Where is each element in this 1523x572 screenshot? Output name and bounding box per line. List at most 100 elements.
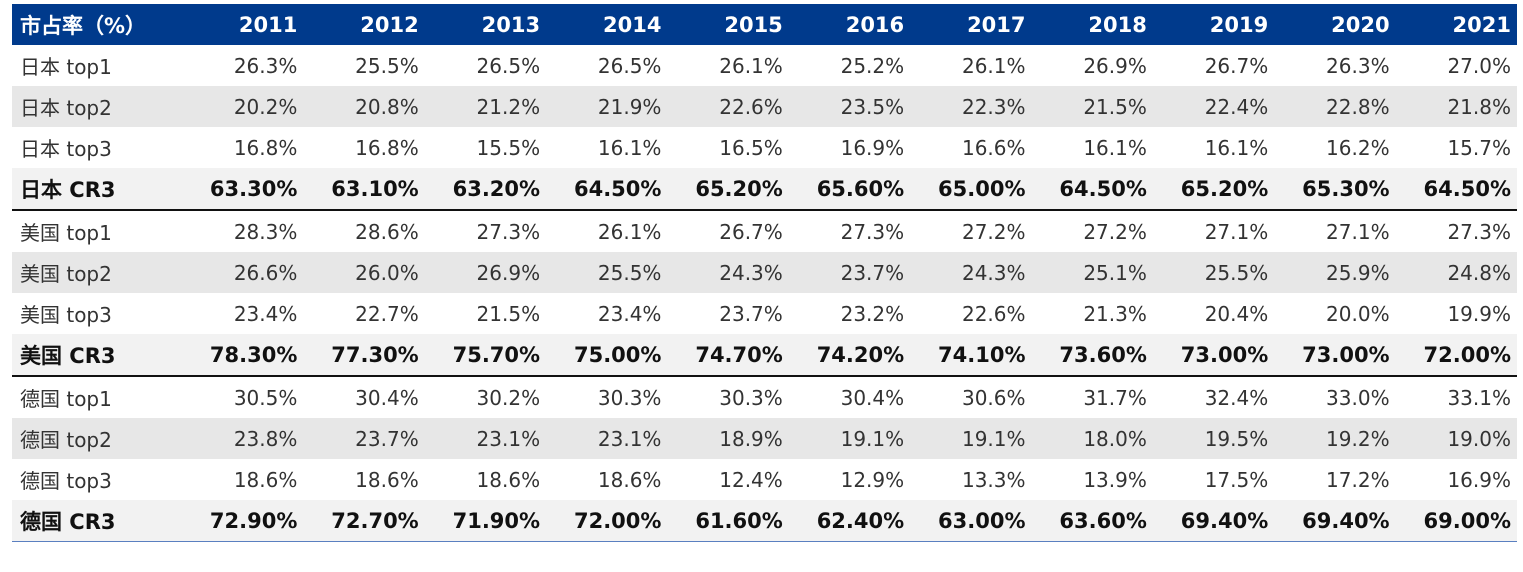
table-row: 日本 top3 16.8% 16.8% 15.5% 16.1% 16.5% 16.9% 16.… bbox=[12, 127, 1517, 168]
table-row: 日本 top1 26.3% 25.5% 26.5% 26.5% 26.1% 25.2% 26.… bbox=[12, 45, 1517, 86]
table-cell: 21.2% bbox=[424, 86, 547, 127]
table-cell: 25.2% bbox=[840, 53, 905, 78]
table-row: 美国 CR3 78.30% 77.30% 75.70% 75.00% 74.70% 74.2… bbox=[12, 334, 1517, 377]
row-label: 日本 top2 bbox=[12, 86, 182, 127]
row-label: 日本 top3 bbox=[20, 137, 112, 161]
table-cell: 78.30% bbox=[182, 334, 304, 377]
table-cell: 27.0% bbox=[1447, 53, 1511, 78]
table-cell: 25.1% bbox=[1031, 252, 1153, 293]
header-cell-year: 2019 bbox=[1152, 4, 1275, 45]
table-cell: 19.0% bbox=[1395, 418, 1517, 459]
table-cell: 23.4% bbox=[233, 301, 298, 326]
table-cell: 26.6% bbox=[182, 252, 304, 293]
table-cell: 22.4% bbox=[1152, 86, 1275, 127]
table-body: 日本 top1 26.3% 25.5% 26.5% 26.5% 26.1% 25.2% 26.… bbox=[12, 45, 1517, 542]
table-cell: 30.4% bbox=[355, 385, 419, 410]
table-cell: 30.2% bbox=[476, 385, 541, 410]
table-cell: 75.70% bbox=[424, 334, 547, 377]
table-cell: 64.50% bbox=[1395, 168, 1517, 211]
table-cell: 27.2% bbox=[1083, 219, 1147, 244]
table-cell: 16.1% bbox=[1083, 135, 1147, 160]
table-cell: 21.9% bbox=[546, 86, 668, 127]
header-cell-year: 2014 bbox=[546, 4, 668, 45]
table-cell: 30.6% bbox=[961, 385, 1026, 410]
table-cell: 63.10% bbox=[303, 168, 425, 211]
table-cell: 26.1% bbox=[597, 219, 662, 244]
table-cell: 15.7% bbox=[1447, 135, 1511, 160]
table-cell: 17.2% bbox=[1326, 467, 1390, 492]
table-cell: 23.4% bbox=[597, 301, 662, 326]
header-cell-year: 2016 bbox=[788, 4, 911, 45]
table-cell: 22.3% bbox=[910, 86, 1032, 127]
table-cell: 26.3% bbox=[233, 53, 298, 78]
table-cell: 23.8% bbox=[182, 418, 304, 459]
table-cell: 26.9% bbox=[1083, 53, 1147, 78]
table-cell: 20.0% bbox=[1326, 301, 1390, 326]
row-label: 美国 CR3 bbox=[12, 334, 182, 377]
table-cell: 26.5% bbox=[597, 53, 662, 78]
table-cell: 26.9% bbox=[424, 252, 547, 293]
table-cell: 23.2% bbox=[840, 301, 905, 326]
table-cell: 27.3% bbox=[1447, 219, 1511, 244]
table-cell: 63.30% bbox=[182, 168, 304, 211]
header-cell-year: 2011 bbox=[182, 4, 304, 45]
header-cell-year: 2018 bbox=[1031, 4, 1153, 45]
table-cell: 21.5% bbox=[476, 301, 541, 326]
table-cell: 27.3% bbox=[476, 219, 541, 244]
market-share-table: 市占率（%） 2011 2012 2013 2014 2015 2016 201… bbox=[12, 4, 1517, 542]
table-cell: 31.7% bbox=[1083, 385, 1147, 410]
table-cell: 24.3% bbox=[667, 252, 789, 293]
table-cell: 65.00% bbox=[910, 168, 1032, 211]
table-cell: 22.7% bbox=[355, 301, 419, 326]
table-cell: 19.1% bbox=[910, 418, 1032, 459]
table-row: 德国 top1 30.5% 30.4% 30.2% 30.3% 30.3% 30.4% 30.… bbox=[12, 376, 1517, 418]
table-cell: 16.6% bbox=[961, 135, 1026, 160]
table-row: 美国 top2 26.6% 26.0% 26.9% 25.5% 24.3% 23.7% 24.… bbox=[12, 252, 1517, 293]
table-cell: 21.5% bbox=[1031, 86, 1153, 127]
row-label: 德国 top1 bbox=[20, 387, 112, 411]
table-cell: 33.1% bbox=[1447, 385, 1511, 410]
table-cell: 72.90% bbox=[182, 500, 304, 542]
table-row: 德国 top2 23.8% 23.7% 23.1% 23.1% 18.9% 19.1% 19.… bbox=[12, 418, 1517, 459]
table-cell: 69.00% bbox=[1395, 500, 1517, 542]
table-cell: 30.5% bbox=[233, 385, 298, 410]
table-cell: 74.10% bbox=[910, 334, 1032, 377]
table-cell: 12.9% bbox=[840, 467, 905, 492]
table-cell: 13.3% bbox=[961, 467, 1026, 492]
table-cell: 28.3% bbox=[233, 219, 298, 244]
table-cell: 30.4% bbox=[840, 385, 905, 410]
table-cell: 15.5% bbox=[476, 135, 541, 160]
table-cell: 18.6% bbox=[355, 467, 419, 492]
header-cell-year: 2015 bbox=[667, 4, 789, 45]
table-cell: 74.20% bbox=[788, 334, 911, 377]
table-cell: 64.50% bbox=[1031, 168, 1153, 211]
row-label: 美国 top3 bbox=[20, 303, 112, 327]
table-cell: 23.5% bbox=[788, 86, 911, 127]
table-cell: 23.1% bbox=[546, 418, 668, 459]
table-cell: 74.70% bbox=[667, 334, 789, 377]
table-cell: 19.9% bbox=[1447, 301, 1511, 326]
table-cell: 18.6% bbox=[476, 467, 541, 492]
table-cell: 27.2% bbox=[961, 219, 1026, 244]
header-cell-metric: 市占率（%） bbox=[12, 4, 182, 45]
table-cell: 21.8% bbox=[1395, 86, 1517, 127]
table-cell: 28.6% bbox=[355, 219, 419, 244]
table-cell: 65.30% bbox=[1274, 168, 1396, 211]
table-cell: 20.4% bbox=[1204, 301, 1269, 326]
table-cell: 16.9% bbox=[1447, 467, 1511, 492]
table-cell: 33.0% bbox=[1326, 385, 1390, 410]
table-cell: 30.3% bbox=[597, 385, 662, 410]
header-cell-year: 2020 bbox=[1274, 4, 1396, 45]
table-cell: 23.7% bbox=[719, 301, 783, 326]
table-cell: 26.7% bbox=[1204, 53, 1269, 78]
row-label: 美国 top2 bbox=[12, 252, 182, 293]
table-cell: 20.8% bbox=[303, 86, 425, 127]
table-cell: 73.60% bbox=[1031, 334, 1153, 377]
row-label: 日本 CR3 bbox=[12, 168, 182, 211]
table-cell: 26.1% bbox=[961, 53, 1026, 78]
table-cell: 21.3% bbox=[1083, 301, 1147, 326]
table-cell: 73.00% bbox=[1274, 334, 1396, 377]
table-cell: 72.00% bbox=[1395, 334, 1517, 377]
table-cell: 16.8% bbox=[233, 135, 298, 160]
table-cell: 19.1% bbox=[788, 418, 911, 459]
